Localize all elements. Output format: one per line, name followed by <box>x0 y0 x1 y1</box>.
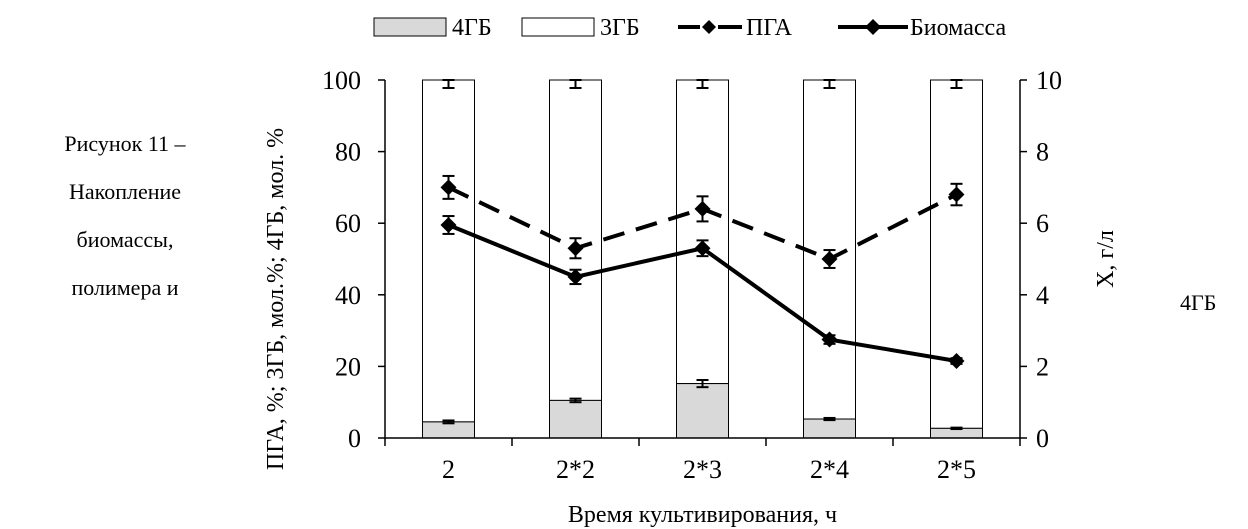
y-tick-label-left: 60 <box>335 209 361 238</box>
error-bar-3gb <box>823 79 836 89</box>
error-bar-4gb <box>950 426 963 431</box>
y-tick-label-right: 0 <box>1036 424 1049 453</box>
y-tick-label-left: 100 <box>322 66 361 95</box>
y-tick-label-left: 80 <box>335 138 361 167</box>
legend-label-3gb: 3ГБ <box>600 15 640 41</box>
error-bar-3gb <box>442 79 455 89</box>
y-tick-label-left: 0 <box>348 424 361 453</box>
error-bar-3gb <box>569 79 582 89</box>
x-axis-label: Время культивирования, ч <box>568 502 837 528</box>
y-tick-label-right: 10 <box>1036 66 1062 95</box>
bar-4gb <box>676 383 729 439</box>
line-biomass-point <box>440 216 457 233</box>
legend-label-pga: ПГА <box>746 15 793 41</box>
caption-line: полимера и <box>71 275 179 300</box>
bar-4gb <box>549 399 602 439</box>
caption-line: Рисунок 11 – <box>64 131 186 156</box>
line-biomass-point <box>567 268 584 285</box>
legend-marker-biomass <box>865 19 881 35</box>
error-bar-4gb <box>442 419 455 425</box>
caption-line: Накопление <box>68 179 182 204</box>
y-axis-label-left: ПГА, %; 3ГБ, мол.%; 4ГБ, мол. % <box>263 128 289 470</box>
line-pga-point <box>821 251 838 267</box>
line-pga-point <box>440 179 457 196</box>
error-bar-3gb <box>950 79 963 89</box>
bar-3gb <box>676 79 729 385</box>
y-tick-label-right: 4 <box>1036 281 1049 310</box>
caption-line: биомассы, <box>76 227 174 252</box>
x-tick-label: 2*2 <box>556 455 595 484</box>
error-bar-4gb <box>696 379 709 389</box>
line-pga-point <box>948 186 965 203</box>
y-tick-label-left: 40 <box>335 281 361 310</box>
bar-4gb <box>803 418 856 439</box>
y-tick-label-right: 8 <box>1036 138 1049 167</box>
error-bar-3gb <box>696 79 709 89</box>
line-pga-point <box>567 240 584 257</box>
bar-3gb <box>422 79 475 423</box>
y-axis-label-right: X, г/л <box>1093 230 1119 288</box>
x-tick-label: 2 <box>442 455 455 484</box>
line-pga-point <box>694 200 711 217</box>
error-bar-4gb <box>569 397 582 404</box>
x-tick-label: 2*3 <box>683 455 722 484</box>
legend-label-biomass: Биомасса <box>910 15 1006 41</box>
y-tick-label-right: 6 <box>1036 209 1049 238</box>
y-tick-label-right: 2 <box>1036 352 1049 381</box>
trailing-word: 4ГБ <box>1180 290 1217 315</box>
y-tick-label-left: 20 <box>335 352 361 381</box>
legend-marker-pga <box>702 20 716 34</box>
x-tick-label: 2*4 <box>810 455 849 484</box>
error-bar-4gb <box>823 416 836 422</box>
legend-swatch-3gb <box>521 17 595 37</box>
line-biomass-point <box>821 331 838 348</box>
bar-3gb <box>930 79 983 429</box>
line-biomass-point <box>694 240 711 257</box>
x-tick-label: 2*5 <box>937 455 976 484</box>
legend-swatch-4gb <box>373 17 447 37</box>
figure-caption: Рисунок 11 – Накопление биомассы, полиме… <box>0 120 250 312</box>
line-biomass-point <box>948 353 965 370</box>
legend-label-4gb: 4ГБ <box>452 15 492 41</box>
